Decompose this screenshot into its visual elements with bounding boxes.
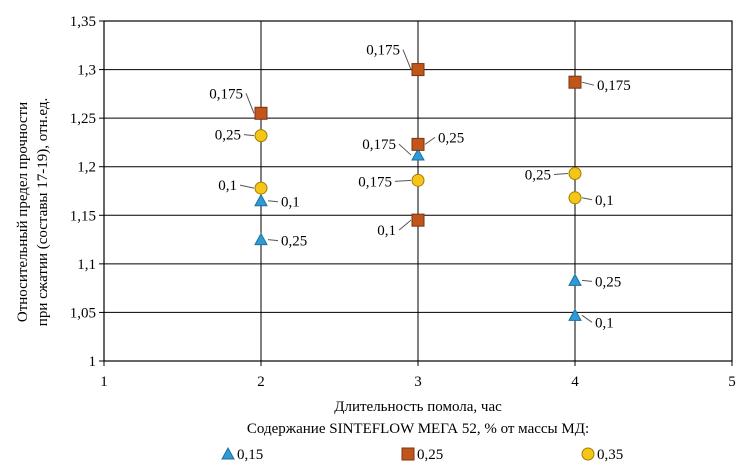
data-point-square (254, 106, 268, 120)
data-label: 0,25 (525, 168, 551, 184)
data-label: 0,1 (281, 195, 300, 211)
y-tick-label: 1,25 (70, 111, 96, 127)
y-axis-title-line-1: Относительный предел прочности (15, 102, 31, 322)
data-point-triangle (254, 193, 268, 207)
x-axis-ticks: 1 2 3 4 5 (100, 361, 736, 390)
label-leader-line (245, 93, 255, 114)
data-label: 0,175 (358, 174, 392, 190)
label-leader-line (581, 81, 595, 86)
x-axis-title: Длительность помола, час (334, 399, 502, 415)
data-label: 0,25 (281, 234, 307, 250)
data-points (254, 63, 582, 321)
data-point-square (568, 75, 582, 89)
y-tick-label: 1,1 (77, 257, 96, 273)
data-label: 0,25 (595, 274, 621, 290)
data-point-square (411, 63, 425, 77)
x-tick-label: 1 (100, 374, 108, 390)
x-tick-label: 5 (728, 374, 736, 390)
data-point-circle (411, 173, 425, 187)
legend-label: 0,15 (237, 447, 263, 463)
data-label: 0,175 (366, 43, 400, 59)
y-tick-label: 1,05 (70, 305, 96, 321)
label-leader-line (394, 179, 412, 182)
label-leader-line (581, 279, 593, 282)
data-point-square (411, 137, 425, 151)
data-label-leaders (239, 49, 595, 323)
data-point-triangle (568, 308, 582, 321)
data-label: 0,175 (209, 86, 243, 102)
label-leader-line (402, 49, 412, 70)
y-axis-title-line-2: при сжатии (составы 17-19), отн.ед. (35, 98, 51, 326)
label-leader-line (267, 239, 279, 242)
y-tick-label: 1,15 (70, 208, 96, 224)
data-label: 0,1 (595, 315, 614, 331)
legend-marker-circle (581, 447, 595, 461)
legend-label: 0,25 (417, 447, 443, 463)
data-label: 0,1 (595, 193, 614, 209)
label-leader-line (398, 219, 412, 231)
data-label: 0,175 (597, 78, 631, 94)
y-axis-title: Относительный предел прочности при сжати… (15, 98, 51, 326)
x-tick-label: 2 (257, 374, 265, 390)
y-axis-ticks: 1 1,05 1,1 1,15 1,2 1,25 1,3 1,35 (70, 14, 104, 370)
data-point-triangle (568, 273, 582, 286)
label-leader-line (581, 314, 593, 323)
legend-title: Содержание SINTEFLOW МЕГА 52, % от массы… (247, 421, 589, 437)
legend-marker-triangle (221, 446, 235, 460)
data-point-circle (254, 181, 268, 195)
x-tick-label: 4 (571, 374, 579, 390)
data-point-circle (254, 129, 268, 143)
label-leader-line (553, 173, 569, 176)
data-point-triangle (254, 232, 268, 246)
data-label: 0,175 (362, 137, 396, 153)
y-tick-label: 1 (89, 354, 97, 370)
label-leader-line (581, 197, 593, 201)
data-point-square (411, 213, 425, 227)
x-tick-label: 3 (414, 374, 422, 390)
label-leader-line (267, 200, 279, 203)
data-label: 0,25 (438, 130, 464, 146)
data-label: 0,1 (218, 178, 237, 194)
label-leader-line (424, 136, 436, 145)
legend-marker-square (401, 447, 415, 461)
data-label: 0,25 (215, 128, 241, 144)
data-point-circle (568, 167, 582, 181)
label-leader-line (243, 134, 255, 137)
data-labels: 0,1 0,25 0,175 0,25 0,1 0,175 0,175 0,25 0,1 0,17… (209, 43, 631, 332)
y-tick-label: 1,3 (77, 63, 96, 79)
data-point-triangle (411, 148, 425, 161)
legend-label: 0,35 (597, 447, 623, 463)
y-tick-label: 1,2 (77, 160, 96, 176)
data-point-circle (568, 191, 582, 205)
data-label: 0,1 (377, 223, 396, 239)
label-leader-line (239, 184, 255, 189)
legend: 0,15 0,25 0,35 (221, 446, 623, 463)
y-tick-label: 1,35 (70, 14, 96, 30)
label-leader-line (398, 143, 412, 156)
